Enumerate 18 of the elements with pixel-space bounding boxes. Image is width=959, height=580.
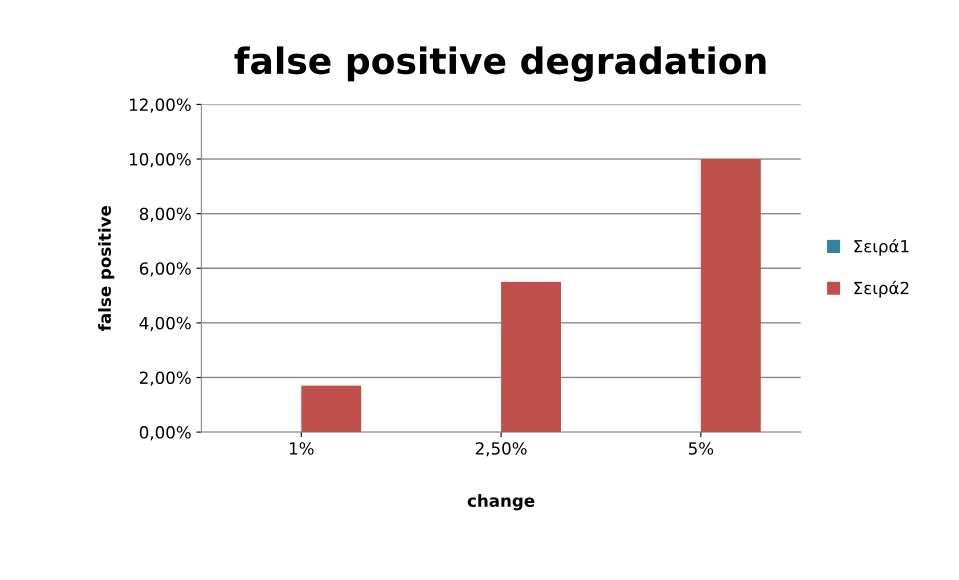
bar [301,386,362,432]
chart-title: false positive degradation [234,46,766,82]
y-tick-label: 8,00% [140,208,191,222]
y-tick-label: 2,00% [140,371,191,386]
x-tick-label: 5% [688,442,714,455]
legend-label: Σειρά2 [854,280,908,298]
bar [700,159,761,432]
y-tick-label: 10,00% [130,152,191,168]
legend-label: Σειρά1 [854,238,909,256]
y-axis-title: false positive [98,206,114,331]
bar [501,282,562,432]
y-tick-label: 0,00% [140,426,191,440]
y-tick-label: 12,00% [130,98,191,113]
x-tick-label: 1% [290,442,314,455]
x-axis-title: change [468,494,534,510]
y-tick-label: 6,00% [140,262,191,277]
y-tick-label: 4,00% [140,316,191,332]
x-tick-label: 2,50% [476,442,527,456]
